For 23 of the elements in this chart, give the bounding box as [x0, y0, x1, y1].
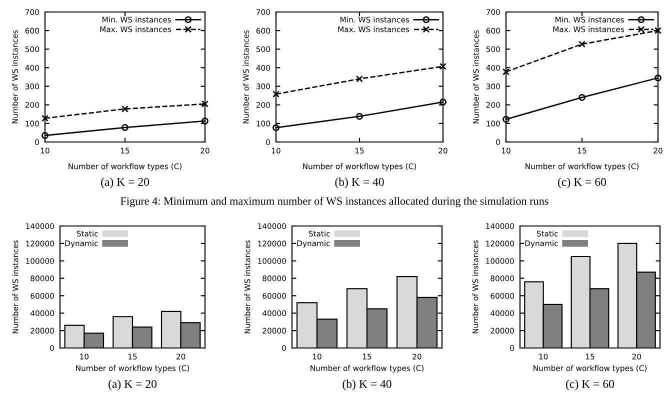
- point: [654, 27, 662, 34]
- point: [440, 62, 446, 70]
- caption: Figure 4: Minimum and maximum number of WS instances allocated during the simulation runs: [120, 196, 548, 208]
- point: [356, 112, 363, 120]
- point: [356, 75, 363, 82]
- point: [272, 90, 280, 98]
- point: [654, 74, 662, 82]
- point: [578, 94, 586, 101]
- point: [502, 116, 510, 123]
- text: (a) K = 20: [101, 178, 150, 188]
- point: [122, 124, 128, 131]
- text: (c) K = 60: [566, 380, 614, 390]
- point: [502, 68, 510, 76]
- point: [272, 124, 280, 132]
- point: [42, 114, 48, 122]
- point: [42, 132, 48, 139]
- text: (b) K = 40: [335, 178, 384, 188]
- text: (a) K = 20: [108, 380, 157, 390]
- text: (b) K = 40: [342, 380, 392, 390]
- point: [578, 40, 586, 48]
- point: [202, 100, 208, 108]
- point: [122, 105, 128, 112]
- text: (c) K = 60: [558, 178, 606, 188]
